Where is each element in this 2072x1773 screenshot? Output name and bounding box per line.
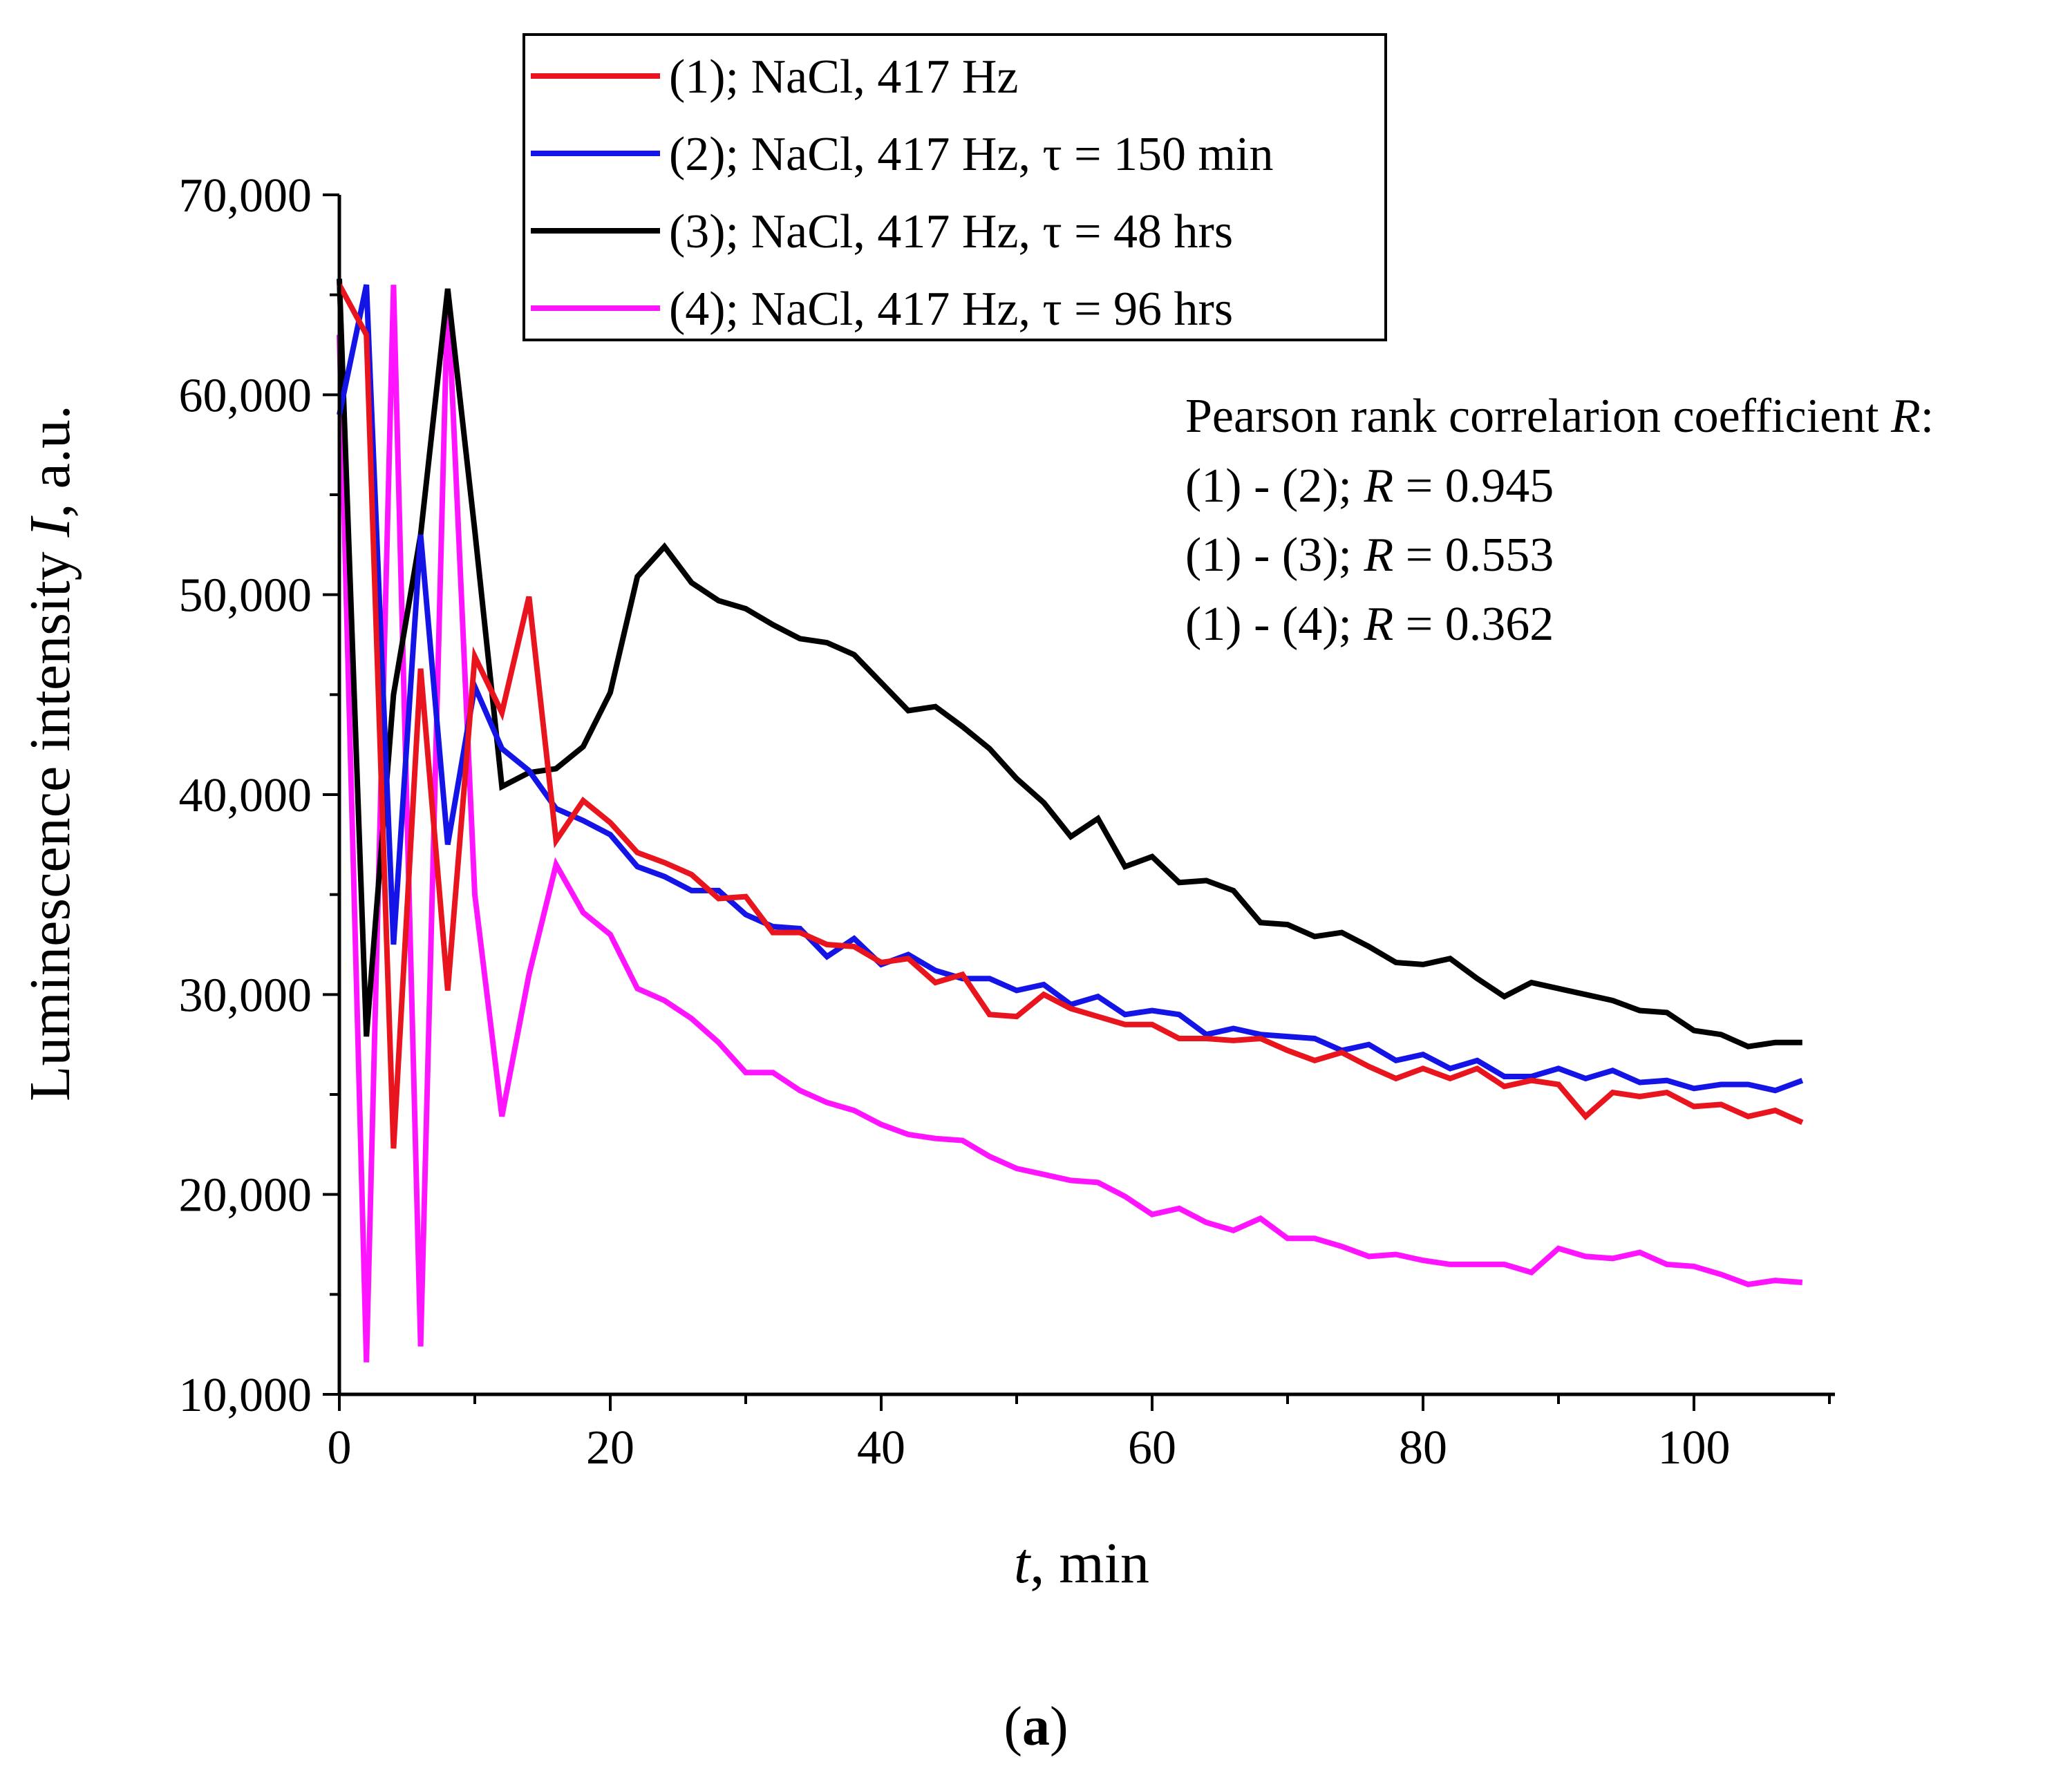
annotation-pair-3: (1) - (4); R = 0.362 — [1185, 598, 1554, 651]
y-axis-title: Luminescence intensity I, a.u. — [18, 405, 82, 1101]
x-axis-title-unit: , min — [1030, 1531, 1149, 1595]
y-axis-title-var: I — [18, 515, 82, 538]
annotation-pair-value: = 0.945 — [1393, 459, 1554, 513]
annotation-pair-label: (1) - (3); — [1185, 529, 1364, 582]
x-tick-label: 40 — [857, 1421, 905, 1475]
x-axis-title-var: t — [1014, 1531, 1032, 1595]
legend: (1); NaCl, 417 Hz (2); NaCl, 417 Hz, τ = … — [522, 33, 1387, 341]
annotation-pair-symbol: R — [1364, 459, 1394, 513]
annotation-pair-value: = 0.553 — [1393, 529, 1554, 582]
annotation-pair-label: (1) - (4); — [1185, 598, 1364, 651]
annotation-heading-symbol: R — [1890, 390, 1921, 443]
series-line-3 — [337, 278, 1802, 1050]
annotation-pair-symbol: R — [1364, 529, 1394, 582]
series-line-2 — [337, 284, 1804, 1094]
y-tick-label: 20,000 — [179, 1169, 312, 1222]
legend-box — [522, 33, 1387, 341]
y-tick-label: 10,000 — [179, 1369, 312, 1422]
x-tick-label: 100 — [1658, 1421, 1731, 1475]
annotation-pair-symbol: R — [1364, 598, 1394, 651]
y-axis-title-prefix: Luminescence intensity — [18, 537, 82, 1101]
series-line-4 — [337, 285, 1803, 1363]
x-tick-label: 80 — [1399, 1421, 1447, 1475]
panel-label-letter: a — [1022, 1696, 1050, 1757]
y-tick-label: 30,000 — [179, 969, 312, 1022]
annotation-heading-colon: : — [1921, 390, 1934, 443]
annotation-heading-text: Pearson rank correlarion coefficient — [1185, 390, 1891, 443]
legend-items: (1); NaCl, 417 Hz (2); NaCl, 417 Hz, τ = … — [531, 50, 1273, 336]
y-tick-label: 70,000 — [179, 169, 312, 222]
annotation-pair-value: = 0.362 — [1393, 598, 1554, 651]
y-tick-label: 60,000 — [179, 369, 312, 422]
x-axis-title: t, min — [1014, 1531, 1149, 1595]
x-tick-label: 60 — [1128, 1421, 1176, 1475]
panel-label: (a) — [1004, 1696, 1068, 1757]
correlation-annotation: Pearson rank correlarion coefficient R: … — [1185, 390, 1934, 651]
legend-label-4: (4); NaCl, 417 Hz, τ = 96 hrs — [669, 283, 1233, 336]
annotation-pair-label: (1) - (2); — [1185, 459, 1364, 513]
legend-label-1: (1); NaCl, 417 Hz — [669, 50, 1018, 104]
series-layer — [337, 278, 1804, 1363]
series-line-1 — [337, 283, 1804, 1149]
panel-label-close: ) — [1050, 1696, 1068, 1757]
y-tick-label: 40,000 — [179, 769, 312, 822]
annotation-heading: Pearson rank correlarion coefficient R: — [1185, 390, 1934, 443]
y-tick-label: 50,000 — [179, 569, 312, 623]
y-axis-title-suffix: , a.u. — [18, 405, 82, 518]
x-tick-label: 20 — [586, 1421, 634, 1475]
ticks: 0 20 40 60 80 100 10,000 20,000 30,000 40,000 50,0… — [179, 169, 1831, 1475]
legend-label-3: (3); NaCl, 417 Hz, τ = 48 hrs — [669, 205, 1233, 258]
annotation-pair-1: (1) - (2); R = 0.945 — [1185, 459, 1554, 513]
annotation-pair-2: (1) - (3); R = 0.553 — [1185, 529, 1554, 582]
panel-label-open: ( — [1004, 1696, 1022, 1757]
legend-label-2: (2); NaCl, 417 Hz, τ = 150 min — [669, 128, 1273, 181]
x-tick-label: 0 — [328, 1421, 352, 1475]
